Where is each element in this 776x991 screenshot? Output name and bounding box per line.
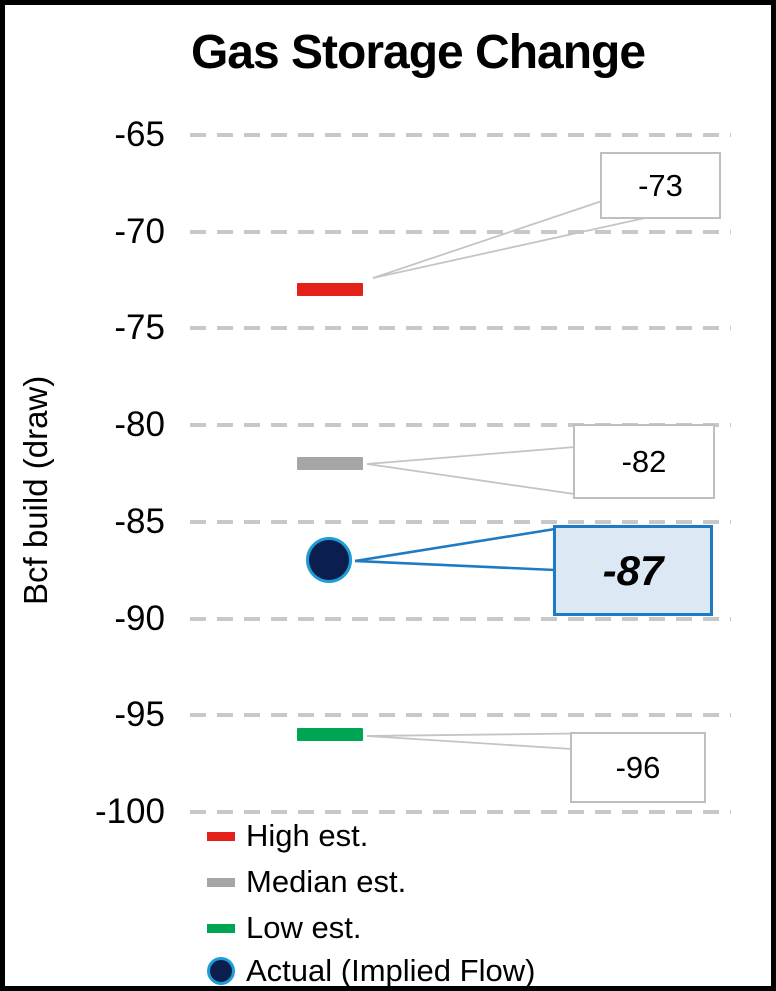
y-tick-label: -80: [114, 405, 165, 444]
leader-line-actual: [354, 559, 556, 572]
y-tick-label: -75: [114, 308, 165, 347]
gridline: [190, 617, 731, 621]
leader-line-high: [372, 200, 603, 279]
callout-low-est: -96: [570, 732, 706, 803]
y-tick-label: -65: [114, 115, 165, 154]
callout-median-est: -82: [573, 424, 715, 499]
leader-line-actual: [354, 527, 556, 563]
y-tick-label: -85: [114, 502, 165, 541]
low-est-marker: [297, 728, 363, 741]
median-est-marker: [297, 457, 363, 470]
y-tick-label: -90: [114, 599, 165, 638]
callout-high-est: -73: [600, 152, 721, 219]
y-tick-label: -100: [94, 792, 165, 831]
leader-line-median: [366, 463, 596, 498]
leader-line-median: [366, 446, 576, 465]
y-tick-label: -95: [114, 695, 165, 734]
actual-marker: [306, 537, 352, 583]
high-est-legend-swatch: [207, 831, 235, 841]
gridline: [190, 423, 731, 427]
legend-label: Low est.: [246, 910, 362, 945]
y-tick-label: -70: [114, 212, 165, 251]
median-est-legend-swatch: [207, 877, 235, 887]
gridline: [190, 810, 731, 814]
callout-actual: -87: [553, 525, 713, 616]
legend-item-high-est: High est.: [207, 817, 368, 855]
leader-line-high: [372, 217, 646, 279]
gridline: [190, 713, 731, 717]
legend-label: High est.: [246, 818, 369, 853]
legend-item-low-est: Low est.: [207, 909, 361, 947]
chart-title: Gas Storage Change: [190, 26, 646, 79]
legend-item-median-est: Median est.: [207, 863, 406, 901]
gridline: [190, 326, 731, 330]
gridline: [190, 230, 731, 234]
actual-legend-swatch: [207, 957, 235, 985]
low-est-legend-swatch: [207, 923, 235, 933]
gridline: [190, 133, 731, 137]
legend-item-actual: Actual (Implied Flow): [207, 952, 536, 988]
legend-label: Actual (Implied Flow): [246, 953, 536, 988]
gridline: [190, 520, 731, 524]
high-est-marker: [297, 283, 363, 296]
leader-line-low: [366, 735, 573, 750]
legend-label: Median est.: [246, 864, 407, 899]
